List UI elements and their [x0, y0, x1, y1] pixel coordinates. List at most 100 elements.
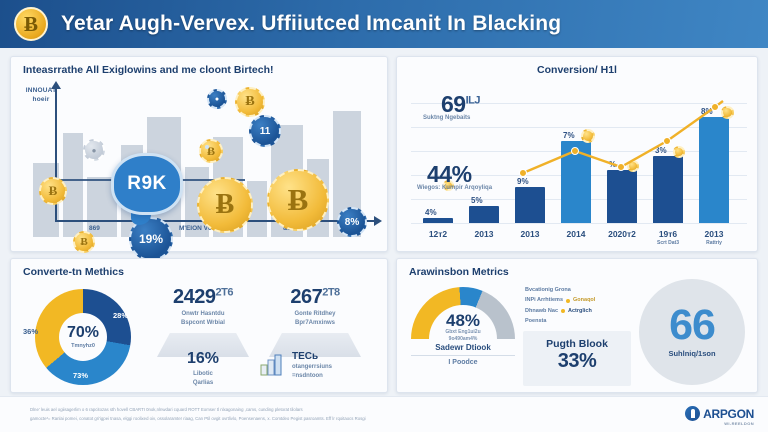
legend-item-1: INPi Arrhtiems Gonaqol	[525, 297, 596, 304]
awareness-gauge-chart	[411, 287, 515, 339]
x-tick-4: 2020т2	[608, 229, 636, 239]
push-block-value: 33%	[557, 350, 597, 372]
logo-tagline: WI-REELDON	[724, 421, 754, 426]
bar-4	[607, 170, 637, 223]
bar-value-3: 7%	[563, 131, 575, 140]
gauge-value: 48%	[445, 311, 481, 330]
line-point-2	[617, 163, 625, 171]
stat-value-0: 24292Т6	[173, 286, 233, 308]
awareness-legend: Bvcationig Grona INPi Arrhtiems Gonaqol …	[525, 285, 621, 327]
bitcoin-coin-icon: Ƀ	[235, 87, 265, 117]
big-stat-sub: Suhlniq/1ѕon	[668, 349, 716, 359]
gauge-caption-secondary: I Poodce	[411, 355, 515, 366]
push-block-card: Pugth Blook 33%	[523, 331, 631, 386]
scatter-panel-title: Inteasrrathe All Exiglowins and me cloon…	[23, 64, 274, 76]
stat-desc-0: Onwtr Hasntdu Bspcont Wrbial	[181, 311, 225, 326]
bitcoin-coin-icon: Ƀ	[39, 177, 67, 205]
line-point-1	[571, 147, 579, 155]
bar-0	[423, 218, 453, 223]
line-point-4	[711, 103, 719, 111]
logo-mark-icon	[685, 406, 701, 421]
donut-center-sub: Tmnyhz0	[71, 343, 95, 349]
chart-title: Conversion/ Н1l	[537, 64, 617, 76]
scatter-panel: Inteasrrathe All Exiglowins and me cloon…	[10, 56, 388, 261]
callout-sub-0: Suktng Ngebaits	[423, 115, 471, 121]
legend-dot-icon	[561, 309, 566, 314]
conversion-chart-panel: Conversion/ Н1l 4% 5% 9% 7% % 3% 8%	[396, 56, 758, 252]
x-tick-6: 2013	[704, 229, 724, 239]
bar-value-1: 5%	[471, 196, 483, 205]
bitcoin-coin-icon: Ƀ	[199, 139, 223, 163]
donut-segment-label-0: 28%	[113, 311, 129, 320]
mini-stat-1: TECь otangerrsiuns =nsdntoon	[259, 351, 332, 381]
legend-item-3: Poensta	[525, 318, 547, 325]
bar-5	[653, 156, 683, 223]
conversion-panel-title: Converte-tn Methics	[23, 266, 124, 278]
x-tick-3: 2014	[566, 229, 586, 239]
callout-value-0: 69ILJ	[441, 91, 481, 117]
awareness-panel-title: Arawinsbon Metrics	[409, 266, 509, 278]
page-title: Yetar Augh-Vervex. Uffiiutced Imcanit In…	[61, 12, 562, 35]
legend-item-0: Bvcationig Grona	[525, 287, 571, 293]
bar-2	[515, 187, 545, 223]
skyline-backdrop	[19, 83, 381, 247]
value-bubble-11: 11	[249, 115, 281, 147]
line-point-3	[663, 137, 671, 145]
mini-stat-desc-1: otangerrsiuns =nsdntoon	[292, 364, 333, 379]
legend-dot-icon	[566, 298, 571, 303]
big-stat-circle: 66 Suhlniq/1ѕon	[639, 279, 745, 385]
x-tick-sub-6: Rattriy	[706, 240, 722, 246]
donut-center-value: 70%	[66, 324, 100, 341]
bitcoin-coin-icon: Ƀ	[267, 169, 329, 231]
bar-value-2: 9%	[517, 177, 529, 186]
stat-card-1: 2672Т8 Gonte Ritdhey Bpr7Amxinws	[263, 287, 367, 357]
x-tick-2: 2013	[520, 229, 540, 239]
donut-center: 70% Tmnyhz0	[59, 313, 107, 361]
callout-value-1: 44%	[427, 161, 472, 187]
footer-disclaimer: Dlne' leuis ael ogiisagerlim o 6 rapcito…	[30, 407, 366, 422]
stat-tray-graphic	[269, 333, 361, 357]
mini-stat-0: 16% Libotic Qarlias	[163, 351, 243, 388]
logo-name: ARPGON	[703, 406, 754, 421]
gauge-sub: Gbxt Eng1ui2u 9o490аm4%	[445, 329, 481, 342]
scatter-y-axis	[51, 81, 61, 222]
bitcoin-coin-icon: Ƀ	[197, 177, 253, 233]
gauge-caption: Sadewr Dtiook	[435, 343, 491, 352]
x-tick-sub-5: Scrt Dat3	[657, 240, 679, 246]
app-header: Ƀ Yetar Augh-Vervex. Uffiiutced Imcanit …	[0, 0, 768, 48]
infographic-canvas: Inteasrrathe All Exiglowins and me cloon…	[0, 48, 768, 432]
scatter-y-axis-label: INNOUAT hoeir	[25, 87, 57, 103]
grey-bubble-icon: ●	[83, 139, 105, 161]
main-bubble-r9k: R9K	[111, 153, 183, 215]
mini-stat-value-1: TECь	[292, 351, 319, 362]
footer: Dlne' leuis ael ogiisagerlim o 6 rapcito…	[0, 396, 768, 432]
donut-segment-label-1: 73%	[73, 371, 89, 380]
legend-item-2: Dhnawb Nac Actrglich	[525, 307, 592, 314]
bar-value-5: 3%	[655, 146, 667, 155]
x-tick-5: 19т6	[658, 229, 678, 239]
coin-marker-icon	[581, 129, 595, 143]
bar-1	[469, 206, 499, 223]
stat-desc-1: Gonte Ritdhey Bpr7Amxinws	[294, 311, 336, 326]
bitcoin-icon: Ƀ	[14, 7, 48, 41]
stat-tray-graphic	[157, 333, 249, 357]
donut-segment-label-2: 36%	[23, 327, 39, 336]
conversion-metrics-panel: Converte-tn Methics 70% Tmnyhz0 28% 73% …	[10, 258, 388, 393]
x-tick-0: 12т2	[428, 229, 448, 239]
conversion-donut-chart: 70% Tmnyhz0	[35, 289, 131, 385]
coin-marker-icon	[721, 106, 734, 119]
value-bubble-8pct: 8%	[337, 207, 367, 237]
callout-sub-1: Wiegos: Kumpir Arqoyliqa	[417, 185, 493, 191]
blue-bubble-icon: ●	[207, 89, 227, 109]
stat-card-0: 24292Т6 Onwtr Hasntdu Bspcont Wrbial	[151, 287, 255, 357]
push-block-title: Pugth Blook	[546, 338, 608, 350]
bar-chart-plot: 4% 5% 9% 7% % 3% 8% 12т2 2	[411, 83, 747, 246]
line-point-0	[519, 169, 527, 177]
bar-6	[699, 117, 729, 223]
scatter-x-tick-1: M'EION V0361	[179, 225, 223, 232]
coin-marker-icon	[443, 180, 454, 191]
awareness-metrics-panel: Arawinsbon Metrics 48% Gbxt Eng1ui2u 9o4…	[396, 258, 758, 393]
arpgon-logo-icon: ARPGON	[685, 406, 754, 421]
bitcoin-coin-icon: Ƀ	[73, 231, 95, 253]
bar-value-0: 4%	[425, 208, 437, 217]
